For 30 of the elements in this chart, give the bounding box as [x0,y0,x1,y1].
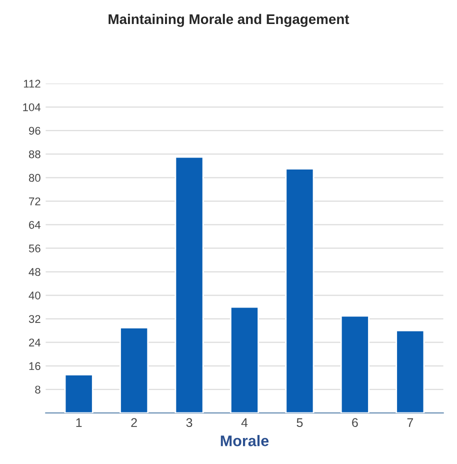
x-tick-label: 6 [352,418,358,428]
bar [285,168,314,413]
y-tick-label: 48 [28,268,40,276]
y-tick-label: 40 [28,292,40,300]
y-tick-label: 80 [28,174,40,182]
chart-title: Maintaining Morale and Engagement [108,14,350,27]
x-tick-label: 2 [131,418,137,427]
y-tick-label: 56 [28,244,40,252]
x-tick-label: 4 [241,418,248,427]
x-tick-label: 5 [296,418,303,428]
y-tick-label: 64 [29,220,41,229]
x-tick-label: 1 [76,418,82,427]
x-tick-label: 7 [407,418,414,427]
x-tick-label: 3 [186,418,192,428]
bar [64,374,94,413]
y-tick-label: 104 [23,103,41,112]
bar [230,306,259,413]
y-tick-label: 16 [29,362,40,370]
y-tick-label: 112 [24,80,40,88]
bar [120,326,149,413]
bar [340,315,370,413]
y-tick-label: 96 [29,126,40,135]
bar [396,330,425,413]
y-tick-label: 72 [29,197,40,206]
y-tick-label: 24 [29,338,41,346]
x-axis-title: Morale [220,435,269,446]
y-tick-label: 32 [28,315,40,323]
bar [174,156,204,413]
y-tick-label: 8 [35,386,40,394]
y-tick-label: 88 [28,150,40,158]
